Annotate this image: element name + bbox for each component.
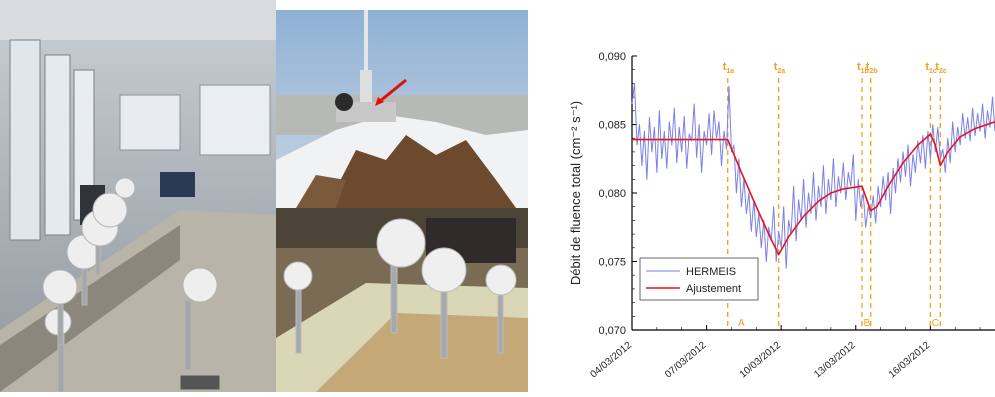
x-tick-label: 16/03/2012 [887,340,933,381]
y-tick-label: 0,075 [598,257,626,269]
chart-canvas: 0,090 0,085 0,080 0,075 0,070 04/03/2012 07/03… [568,51,995,381]
event-label-t2a: t2a [774,61,786,75]
detectors-table-photo [276,208,528,392]
fluence-rate-chart: 0,090 0,085 0,080 0,075 0,070 04/03/2012 07/03… [540,0,995,392]
x-tick-label: 10/03/2012 [738,340,784,381]
y-tick-label: 0,070 [598,325,626,337]
x-tick-label: 07/03/2012 [663,340,709,381]
legend-box [639,257,759,301]
y-tick-label: 0,085 [598,120,626,132]
region-label-A: A [738,318,745,329]
event-label-t2b: t2b [866,61,878,75]
region-label-B: B [864,318,871,329]
chart-series [631,82,995,269]
event-label-t2c: t2c [935,61,947,75]
event-label-t1b: t1b [857,61,869,75]
event-markers [727,78,941,330]
legend-label-hermeis: HERMEIS [686,266,736,278]
y-axis-label: Débit de fluence total (cm⁻² s⁻¹) [568,101,583,285]
laboratory-photo [0,0,276,392]
y-tick-label: 0,080 [598,188,626,200]
region-label-C: C [932,318,939,329]
legend-label-ajustement: Ajustement [686,283,741,295]
chart-legend: HERMEIS Ajustement [639,257,759,301]
x-tick-label: 04/03/2012 [589,340,635,381]
event-label-t1c: t1c [925,61,937,75]
mountain-peak-photo [276,10,528,208]
x-tick-label: 13/03/2012 [812,340,858,381]
y-tick-label: 0,090 [598,51,626,63]
event-label-t1a: t1a [723,61,735,75]
series-line-ajustement [632,121,995,256]
